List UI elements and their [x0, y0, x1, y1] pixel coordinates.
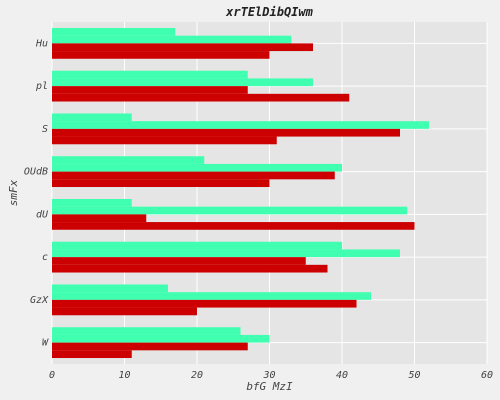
- bar: [52, 350, 132, 359]
- x-tick-label: 20: [191, 370, 203, 381]
- bar: [52, 264, 328, 273]
- bar: [52, 51, 270, 59]
- x-axis-label: bfG MzI: [246, 380, 293, 393]
- bar: [52, 327, 241, 335]
- x-tick-label: 10: [118, 370, 130, 381]
- y-tick-label: OUdB: [24, 167, 48, 178]
- bar: [52, 292, 371, 300]
- bar: [52, 93, 350, 102]
- ticks: 0 10 20 30 40 50 60 Hu pl S OUdB dU c GzX W: [24, 38, 493, 381]
- bar: [52, 121, 429, 129]
- bars: [52, 27, 429, 359]
- bar: [52, 307, 197, 316]
- bar: [52, 27, 176, 36]
- bar: [52, 78, 313, 87]
- x-tick-label: 40: [336, 370, 348, 381]
- x-tick-label: 0: [49, 370, 55, 381]
- y-tick-label: S: [42, 124, 48, 135]
- bar: [52, 128, 400, 137]
- chart-title: xrTElDibQIwm: [225, 5, 313, 19]
- bar: [52, 35, 292, 44]
- x-tick-label: 30: [262, 370, 275, 381]
- bar: [52, 249, 400, 258]
- bar: [52, 206, 408, 215]
- bar: [52, 299, 357, 308]
- y-tick-label: c: [42, 252, 48, 263]
- y-tick-label: Hu: [35, 38, 48, 49]
- bar: [52, 198, 132, 207]
- x-tick-label: 50: [408, 370, 420, 381]
- bar: [52, 113, 132, 122]
- bar: [52, 222, 415, 230]
- bar: [52, 284, 168, 293]
- bar: [52, 43, 313, 52]
- bar: [52, 86, 248, 94]
- y-tick-label: W: [42, 338, 49, 349]
- bar: [52, 257, 306, 265]
- y-tick-label: pl: [35, 81, 48, 92]
- bar: [52, 171, 335, 180]
- bar: [52, 342, 248, 351]
- x-tick-label: 60: [481, 370, 493, 381]
- y-tick-label: dU: [36, 209, 49, 220]
- bar: [52, 241, 342, 250]
- bar: [52, 214, 147, 223]
- y-axis-label: smFx: [7, 179, 20, 206]
- bar: [52, 163, 342, 172]
- bar: [52, 156, 205, 164]
- y-tick-label: GzX: [30, 295, 49, 306]
- bar: [52, 70, 248, 79]
- bar: [52, 334, 270, 343]
- bar: [52, 136, 277, 145]
- bar: [52, 179, 270, 188]
